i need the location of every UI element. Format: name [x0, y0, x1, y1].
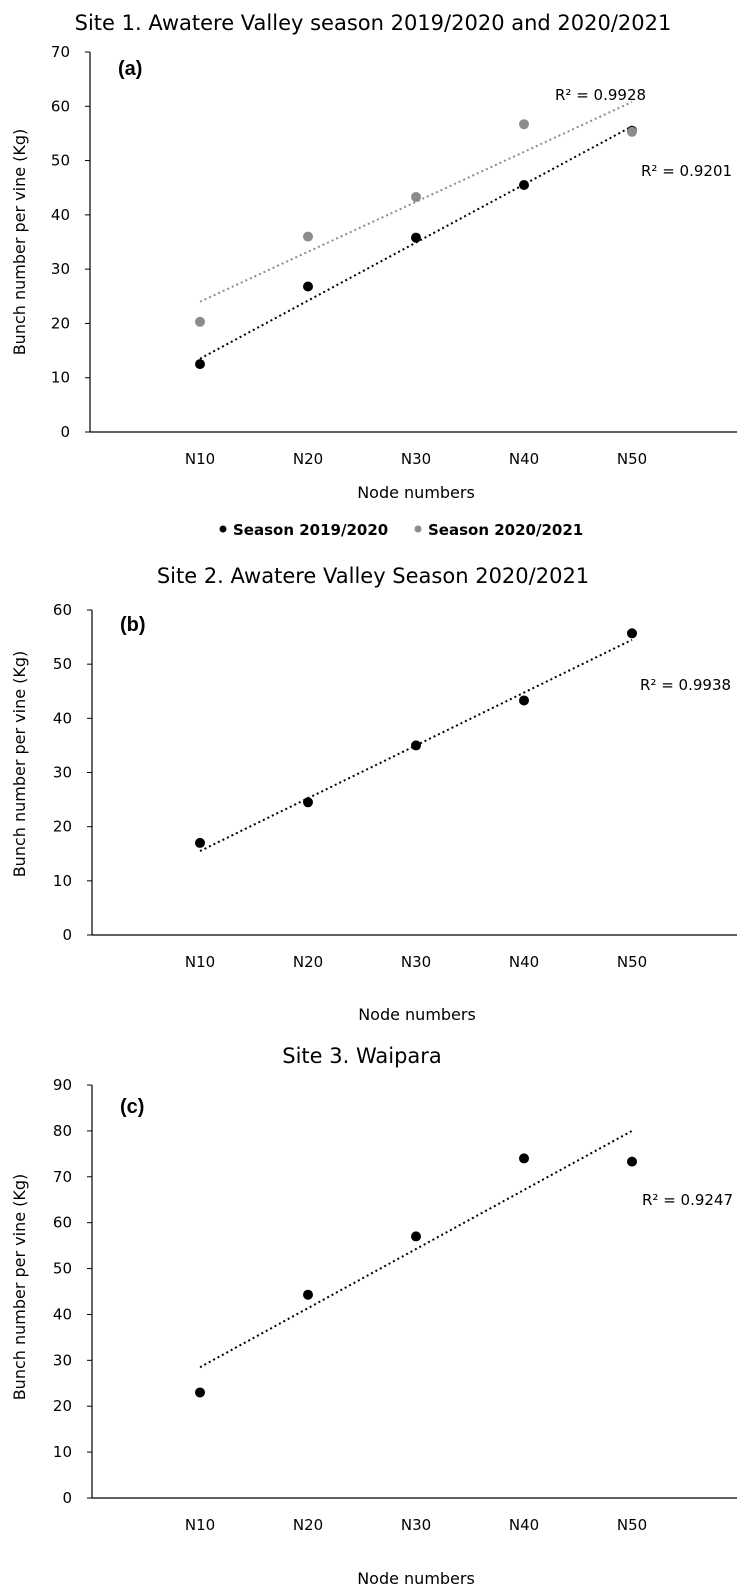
- legend-label-season-2020-2021: Season 2020/2021: [428, 521, 583, 539]
- chart-a-r2-labels: R² = 0.9928 R² = 0.9201: [555, 86, 732, 180]
- legend-item-season-2020-2021: Season 2020/2021: [415, 521, 584, 539]
- chart-b-x-tick-label: N30: [401, 953, 431, 971]
- chart-c-y-tick-label: 60: [53, 1214, 72, 1232]
- chart-c-axes: 0 10 20 30 40 50 60 70 80 90 N10 N20 N30 N40 N50: [53, 1076, 737, 1534]
- chart-b-x-tick-label: N10: [185, 953, 215, 971]
- chart-a-data-point: [411, 192, 421, 202]
- legend-label-season-2019-2020: Season 2019/2020: [233, 521, 388, 539]
- legend-marker-season-2020-2021: [415, 526, 422, 533]
- chart-a-r2-label: R² = 0.9201: [641, 162, 732, 180]
- chart-c-y-tick-label: 50: [53, 1260, 72, 1278]
- chart-a-y-tick-label: 60: [51, 97, 70, 115]
- chart-a-x-tick-label: N40: [509, 450, 539, 468]
- chart-c-x-axis-label: Node numbers: [357, 1569, 475, 1588]
- chart-a-points: [195, 119, 637, 369]
- chart-c-y-tick-label: 30: [53, 1351, 72, 1369]
- chart-a-y-tick-label: 10: [51, 369, 70, 387]
- chart-a-axes: 0 10 20 30 40 50 60 70 N10 N20 N30 N40 N50: [51, 43, 737, 468]
- chart-a-y-tick-label: 40: [51, 206, 70, 224]
- chart-a-data-point: [627, 127, 637, 137]
- chart-c-trendline: [200, 1131, 632, 1367]
- chart-c-y-tick-label: 70: [53, 1168, 72, 1186]
- chart-b-y-tick-label: 0: [62, 926, 72, 944]
- chart-c-data-point: [627, 1157, 637, 1167]
- chart-b-r2-label: R² = 0.9938: [640, 676, 731, 694]
- legend-item-season-2019-2020: Season 2019/2020: [220, 521, 389, 539]
- chart-b-x-tick-label: N20: [293, 953, 323, 971]
- chart-a-data-point: [303, 282, 313, 292]
- chart-c: Site 3. Waipara (c) Bunch number per vin…: [10, 1044, 737, 1588]
- chart-c-x-tick-label: N40: [509, 1516, 539, 1534]
- chart-a-data-point: [303, 232, 313, 242]
- chart-a-y-tick-label: 30: [51, 260, 70, 278]
- chart-a-y-tick-label: 70: [51, 43, 70, 61]
- chart-b-y-tick-label: 20: [53, 818, 72, 836]
- chart-c-y-tick-label: 10: [53, 1443, 72, 1461]
- chart-b-x-axis-label: Node numbers: [358, 1005, 476, 1024]
- chart-b-y-tick-label: 40: [53, 709, 72, 727]
- legend-marker-season-2019-2020: [220, 526, 227, 533]
- chart-c-y-axis-label: Bunch number per vine (Kg): [10, 1174, 29, 1401]
- chart-b-data-point: [195, 838, 205, 848]
- chart-a-y-tick-label: 20: [51, 314, 70, 332]
- chart-b-x-tick-label: N40: [509, 953, 539, 971]
- chart-b-r2-labels: R² = 0.9938: [640, 676, 731, 694]
- chart-a-y-axis-label: Bunch number per vine (Kg): [10, 129, 29, 356]
- chart-c-data-point: [411, 1231, 421, 1241]
- chart-b: Site 2. Awatere Valley Season 2020/2021 …: [10, 564, 737, 1024]
- chart-a-data-point: [519, 119, 529, 129]
- chart-b-data-point: [627, 628, 637, 638]
- chart-c-points: [195, 1153, 637, 1397]
- chart-c-trendlines: [200, 1131, 632, 1367]
- chart-c-x-tick-label: N50: [617, 1516, 647, 1534]
- chart-c-title: Site 3. Waipara: [282, 1044, 442, 1068]
- chart-b-title: Site 2. Awatere Valley Season 2020/2021: [157, 564, 589, 588]
- chart-a-legend: Season 2019/2020 Season 2020/2021: [220, 521, 584, 539]
- chart-c-y-tick-label: 0: [62, 1489, 72, 1507]
- chart-a-x-tick-label: N10: [185, 450, 215, 468]
- chart-a-data-point: [519, 180, 529, 190]
- chart-c-y-tick-label: 40: [53, 1305, 72, 1323]
- chart-c-r2-labels: R² = 0.9247: [642, 1191, 733, 1209]
- chart-c-r2-label: R² = 0.9247: [642, 1191, 733, 1209]
- chart-c-data-point: [303, 1290, 313, 1300]
- chart-a-x-axis-label: Node numbers: [357, 483, 475, 502]
- chart-c-y-tick-label: 80: [53, 1122, 72, 1140]
- chart-b-data-point: [411, 740, 421, 750]
- chart-a-y-tick-label: 50: [51, 152, 70, 170]
- chart-c-y-tick-label: 90: [53, 1076, 72, 1094]
- chart-b-y-tick-label: 50: [53, 655, 72, 673]
- chart-a-x-tick-label: N50: [617, 450, 647, 468]
- chart-b-x-tick-label: N50: [617, 953, 647, 971]
- chart-c-x-tick-label: N30: [401, 1516, 431, 1534]
- chart-c-data-point: [195, 1387, 205, 1397]
- chart-a-title: Site 1. Awatere Valley season 2019/2020 …: [75, 11, 672, 35]
- chart-a-panel-label: (a): [118, 58, 142, 80]
- chart-a-data-point: [411, 233, 421, 243]
- chart-a-x-tick-label: N30: [401, 450, 431, 468]
- chart-a-r2-label: R² = 0.9928: [555, 86, 646, 104]
- chart-b-y-tick-label: 10: [53, 872, 72, 890]
- chart-a-trendlines: [200, 102, 632, 359]
- chart-a-data-point: [195, 317, 205, 327]
- chart-a-data-point: [195, 359, 205, 369]
- chart-b-points: [195, 628, 637, 848]
- chart-a: Site 1. Awatere Valley season 2019/2020 …: [10, 11, 737, 539]
- chart-b-data-point: [519, 695, 529, 705]
- chart-c-y-tick-label: 20: [53, 1397, 72, 1415]
- chart-c-x-tick-label: N10: [185, 1516, 215, 1534]
- chart-b-y-axis-label: Bunch number per vine (Kg): [10, 651, 29, 878]
- chart-b-panel-label: (b): [120, 614, 146, 636]
- chart-b-data-point: [303, 797, 313, 807]
- chart-c-x-tick-label: N20: [293, 1516, 323, 1534]
- chart-c-panel-label: (c): [120, 1096, 144, 1118]
- chart-a-y-tick-label: 0: [60, 423, 70, 441]
- chart-a-x-tick-label: N20: [293, 450, 323, 468]
- chart-b-y-tick-label: 30: [53, 764, 72, 782]
- chart-c-data-point: [519, 1153, 529, 1163]
- chart-b-y-tick-label: 60: [53, 601, 72, 619]
- chart-b-axes: 0 10 20 30 40 50 60 N10 N20 N30 N40 N50: [53, 601, 737, 971]
